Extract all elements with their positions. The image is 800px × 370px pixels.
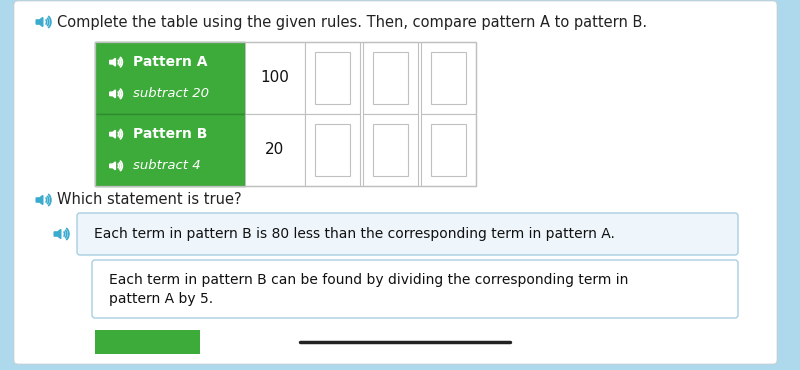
Bar [421, 42, 476, 114]
Polygon shape [110, 90, 115, 98]
Polygon shape [110, 162, 115, 170]
Text: Complete the table using the given rules. Then, compare pattern A to pattern B.: Complete the table using the given rules… [57, 14, 647, 30]
FancyBboxPatch shape [14, 1, 777, 364]
Bar [245, 114, 305, 186]
Bar [315, 52, 350, 104]
Text: Each term in pattern B can be found by dividing the corresponding term in: Each term in pattern B can be found by d… [109, 273, 628, 287]
Text: Pattern B: Pattern B [133, 127, 207, 141]
Text: subtract 20: subtract 20 [133, 87, 209, 100]
Text: subtract 4: subtract 4 [133, 159, 201, 172]
Bar [95, 114, 245, 186]
Polygon shape [36, 17, 43, 27]
Bar [315, 124, 350, 176]
Polygon shape [110, 130, 115, 138]
Bar [305, 114, 360, 186]
Bar [431, 124, 466, 176]
Text: 100: 100 [261, 71, 290, 85]
Bar [95, 42, 476, 186]
FancyBboxPatch shape [92, 260, 738, 318]
Bar [245, 42, 305, 114]
Text: Each term in pattern B is 80 less than the corresponding term in pattern A.: Each term in pattern B is 80 less than t… [94, 227, 615, 241]
Polygon shape [110, 58, 115, 66]
FancyBboxPatch shape [77, 213, 738, 255]
Bar [421, 114, 476, 186]
Text: Which statement is true?: Which statement is true? [57, 192, 242, 208]
Bar [431, 52, 466, 104]
Text: Pattern A: Pattern A [133, 55, 207, 69]
Polygon shape [54, 229, 61, 239]
Polygon shape [36, 195, 43, 205]
Bar [363, 42, 418, 114]
Bar [305, 42, 360, 114]
Bar [363, 114, 418, 186]
Text: pattern A by 5.: pattern A by 5. [109, 292, 213, 306]
Bar [373, 52, 408, 104]
Text: 20: 20 [266, 142, 285, 158]
Bar [95, 330, 200, 354]
Bar [95, 42, 245, 114]
Bar [373, 124, 408, 176]
